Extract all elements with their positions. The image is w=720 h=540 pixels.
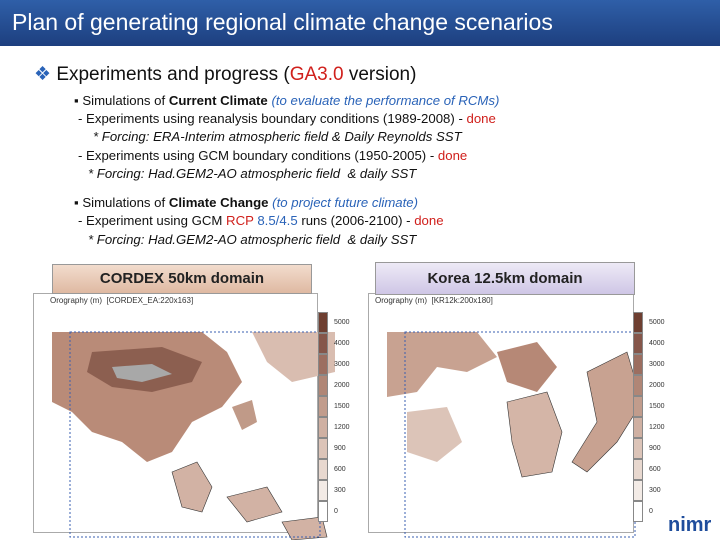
heading-text: version)	[343, 64, 417, 85]
text: (to evaluate the performance of RCMs)	[267, 93, 500, 108]
map-frame	[33, 293, 335, 540]
colorbar-swatch	[318, 396, 328, 417]
colorbar-swatch	[318, 438, 328, 459]
colorbar-label: 1200	[649, 423, 665, 431]
colorbar-swatch	[633, 417, 643, 438]
grid: [KR12k:200x180]	[431, 296, 493, 305]
map	[51, 331, 335, 540]
status: done	[437, 148, 468, 163]
line: * Forcing: ERA-Interim atmospheric field…	[93, 129, 462, 144]
heading-text: Experiments and progress (	[56, 64, 290, 85]
text: - Experiments using reanalysis boundary …	[78, 111, 467, 126]
terrain	[386, 332, 497, 397]
bullet: ▪ Simulations of Current Climate (to eva…	[74, 93, 500, 108]
panel-label: Korea 12.5km domain	[375, 262, 635, 295]
colorbar-swatch	[633, 438, 643, 459]
colorbar-swatch	[318, 375, 328, 396]
colorbar-label: 3000	[334, 360, 350, 368]
status: done	[466, 111, 496, 126]
line: - Experiment using GCM RCP 8.5/4.5 runs …	[78, 213, 444, 228]
map	[386, 331, 643, 538]
colorbar-label: 2000	[649, 381, 665, 389]
colorbar-label: 2000	[334, 381, 350, 389]
colorbar-label: 1500	[334, 402, 350, 410]
heading: ❖ Experiments and progress (GA3.0 versio…	[34, 63, 416, 86]
colorbar-swatch	[633, 375, 643, 396]
colorbar-swatch	[318, 312, 328, 333]
colorbar-swatch	[633, 396, 643, 417]
terrain	[111, 364, 172, 382]
colorbar-label: 0	[649, 507, 653, 515]
line: * Forcing: Had.GEM2-AO atmospheric field…	[88, 166, 417, 181]
field: Orography (m)	[50, 296, 103, 305]
colorbar-swatch	[318, 501, 328, 522]
line: - Experiments using GCM boundary conditi…	[78, 148, 467, 163]
heading-version: GA3.0	[289, 64, 344, 85]
terrain	[231, 400, 257, 430]
bullet-icon: ❖	[34, 64, 57, 85]
terrain	[496, 342, 557, 392]
colorbar-swatch	[633, 333, 643, 354]
line: - Experiments using reanalysis boundary …	[78, 111, 496, 126]
colorbar-label: 3000	[649, 360, 665, 368]
colorbar-swatch	[318, 459, 328, 480]
text: - Experiment using GCM	[78, 213, 227, 228]
line: * Forcing: Had.GEM2-AO atmospheric field…	[88, 232, 417, 247]
terrain	[571, 351, 643, 473]
colorbar-swatch	[633, 480, 643, 501]
text: Climate Change	[168, 195, 269, 210]
colorbar-label: 5000	[334, 318, 350, 326]
colorbar-label: 4000	[649, 339, 665, 347]
text: runs (2006-2100) -	[297, 213, 415, 228]
colorbar-label: 900	[649, 444, 661, 452]
colorbar-label: 1500	[649, 402, 665, 410]
terrain	[171, 461, 328, 540]
status: done	[414, 213, 444, 228]
text: RCP	[226, 213, 254, 228]
terrain	[406, 407, 462, 462]
colorbar-label: 1200	[334, 423, 350, 431]
logo: nimr	[668, 514, 712, 536]
colorbar-label: 600	[334, 465, 346, 473]
colorbar-swatch	[318, 354, 328, 375]
colorbar-swatch	[633, 501, 643, 522]
text: Simulations of	[82, 195, 169, 210]
terrain	[251, 332, 335, 382]
colorbar-swatch	[633, 312, 643, 333]
colorbar: 5000 4000 3000 2000 1500 1200 900 600 300 0	[633, 312, 665, 522]
text: Simulations of	[82, 93, 169, 108]
text: - Experiments using GCM boundary conditi…	[78, 148, 438, 163]
text: (to project future climate)	[268, 195, 419, 210]
colorbar-label: 900	[334, 444, 346, 452]
map-header: Orography (m) [CORDEX_EA:220x163]	[50, 296, 193, 305]
terrain	[506, 391, 563, 478]
map-header: Orography (m) [KR12k:200x180]	[375, 296, 493, 305]
colorbar-label: 4000	[334, 339, 350, 347]
text: Current Climate	[168, 93, 268, 108]
title-bar	[0, 0, 720, 46]
slide-title: Plan of generating regional climate chan…	[12, 9, 553, 35]
field: Orography (m)	[375, 296, 428, 305]
colorbar-label: 300	[649, 486, 661, 494]
colorbar-swatch	[318, 480, 328, 501]
colorbar-label: 300	[334, 486, 346, 494]
colorbar-label: 0	[334, 507, 338, 515]
grid: [CORDEX_EA:220x163]	[106, 296, 194, 305]
bullet: ▪ Simulations of Climate Change (to proj…	[74, 195, 419, 210]
colorbar-label: 600	[649, 465, 661, 473]
colorbar-swatch	[318, 417, 328, 438]
colorbar-swatch	[633, 354, 643, 375]
colorbar-swatch	[633, 459, 643, 480]
text: 8.5/4.5	[253, 213, 298, 228]
panel-label: CORDEX 50km domain	[52, 264, 312, 294]
colorbar-label: 5000	[649, 318, 665, 326]
map-frame	[368, 293, 643, 538]
colorbar-swatch	[318, 333, 328, 354]
colorbar: 5000 4000 3000 2000 1500 1200 900 600 300 0	[318, 312, 350, 522]
